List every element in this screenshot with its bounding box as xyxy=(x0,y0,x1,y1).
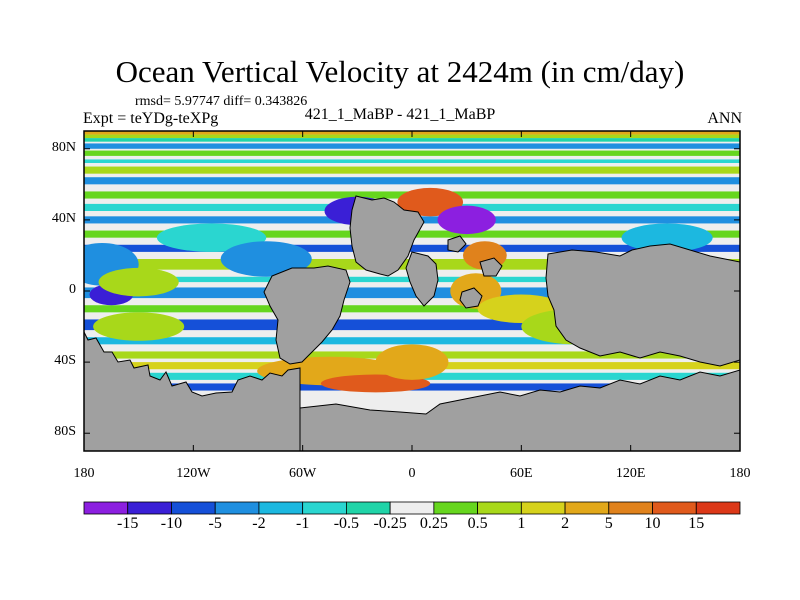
landmass-north-america xyxy=(84,331,301,451)
contour-band xyxy=(84,166,740,174)
x-tick-label: 60W xyxy=(289,466,317,481)
x-tick-label: 120W xyxy=(176,466,211,481)
colorbar-swatch xyxy=(433,501,479,515)
colorbar-label: 0.25 xyxy=(419,515,448,532)
contour-band xyxy=(84,337,740,345)
colorbar-swatch xyxy=(389,501,435,515)
landmass-south-america xyxy=(263,265,351,365)
y-tick-label: 80S xyxy=(54,424,76,440)
colorbar-label: -2 xyxy=(252,515,266,532)
x-tick-label: 60E xyxy=(510,466,533,481)
contour-band xyxy=(84,305,740,313)
case-label: 421_1_MaBP - 421_1_MaBP xyxy=(304,106,496,123)
colorbar-label: 10 xyxy=(644,515,661,532)
colorbar-swatch xyxy=(83,501,129,515)
colorbar-swatch xyxy=(564,501,610,515)
colorbar-swatch xyxy=(258,501,304,515)
contour-blob xyxy=(93,312,185,341)
colorbar-swatch xyxy=(695,501,741,515)
colorbar-label: 2 xyxy=(561,515,570,532)
y-tick-label: 0 xyxy=(69,282,76,297)
season-label: ANN xyxy=(707,110,742,127)
contour-band xyxy=(84,150,740,156)
colorbar-label: -15 xyxy=(117,515,139,532)
colorbar-label: -0.25 xyxy=(373,515,407,532)
landmass-small-isle-3 xyxy=(447,235,467,253)
contour-band xyxy=(84,319,740,331)
contour-band xyxy=(84,287,740,299)
colorbar-label: -0.5 xyxy=(333,515,360,532)
contour-blob xyxy=(621,223,713,252)
colorbar-swatch xyxy=(608,501,653,515)
colorbar-swatch xyxy=(302,501,347,515)
landmass-antarctica-west xyxy=(299,369,740,451)
colorbar-label: -5 xyxy=(208,515,222,532)
contour-blob xyxy=(98,267,179,297)
colorbar-label: 15 xyxy=(688,515,705,532)
x-tick-label: 120E xyxy=(615,466,646,481)
colorbar-swatch xyxy=(127,501,172,515)
colorbar-label: 5 xyxy=(604,515,613,532)
contour-blob xyxy=(437,205,496,235)
colorbar-label: -10 xyxy=(160,515,183,532)
contour-band xyxy=(84,138,740,142)
contour-band xyxy=(84,244,740,252)
chart-title: Ocean Vertical Velocity at 2424m (in cm/… xyxy=(115,54,685,89)
rmsd-diff-stats: rmsd= 5.97747 diff= 0.343826 xyxy=(135,94,308,109)
landmass-africa xyxy=(405,251,439,307)
contour-blob xyxy=(156,223,267,252)
experiment-label: Expt = teYDg-teXPg xyxy=(83,110,219,127)
x-tick-label: 180 xyxy=(73,466,95,481)
colorbar-swatch xyxy=(214,501,260,515)
landmass-eurasia xyxy=(349,195,425,277)
landmass-small-isle-1 xyxy=(459,287,483,309)
colorbar-swatch xyxy=(477,501,522,515)
colorbar-label: -1 xyxy=(295,515,310,532)
x-tick-label: 180 xyxy=(729,466,751,481)
landmass-australia-asia xyxy=(545,243,740,367)
contour-blob xyxy=(397,187,464,217)
colorbar-swatch xyxy=(520,501,566,515)
contour-blob xyxy=(375,344,449,380)
y-tick-label: 80N xyxy=(51,139,76,155)
landmass-small-isle-2 xyxy=(479,257,503,277)
y-tick-label: 40N xyxy=(51,210,76,226)
colorbar-label: 1 xyxy=(517,515,526,532)
x-tick-label: 0 xyxy=(408,466,416,481)
colorbar-swatch xyxy=(652,501,697,515)
contour-band xyxy=(84,177,740,185)
y-tick-label: 40S xyxy=(54,353,76,369)
contour-band xyxy=(84,159,740,163)
colorbar-swatch xyxy=(345,501,391,515)
colorbar-label: 0.5 xyxy=(467,515,488,532)
contour-blob xyxy=(220,241,312,277)
contour-band xyxy=(84,143,740,149)
colorbar-swatch xyxy=(171,501,216,515)
